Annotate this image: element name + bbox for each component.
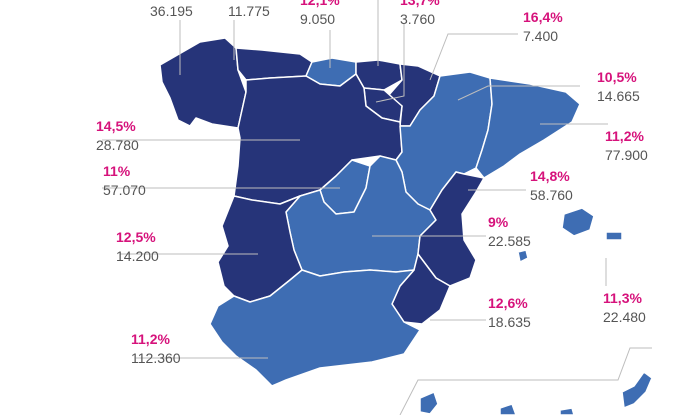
region-canarias-4 bbox=[621, 371, 653, 409]
label-asturias: 11.775 bbox=[228, 2, 270, 21]
canarias-frame bbox=[399, 347, 652, 415]
leader-pais-vasco-b bbox=[375, 24, 405, 103]
label-castilla-mancha-value: 22.585 bbox=[488, 233, 531, 249]
label-cantabria-value: 9.050 bbox=[300, 11, 336, 27]
label-aragon-value: 14.665 bbox=[597, 88, 640, 104]
label-baleares-pct: 11,3% bbox=[603, 290, 642, 306]
region-andalucia bbox=[209, 269, 421, 387]
label-navarra: 16,4% 7.400 bbox=[523, 8, 563, 46]
label-valencia-value: 58.760 bbox=[530, 187, 573, 203]
region-cataluna bbox=[475, 77, 581, 179]
label-castilla-leon-pct: 14,5% bbox=[96, 118, 136, 134]
region-canarias-1 bbox=[419, 391, 439, 415]
label-murcia: 12,6% 18.635 bbox=[488, 294, 531, 332]
label-extremadura: 12,5% 14.200 bbox=[116, 228, 159, 266]
region-canarias-3 bbox=[559, 407, 575, 415]
label-andalucia-pct: 11,2% bbox=[131, 331, 170, 347]
region-baleares-ibiza bbox=[517, 249, 529, 263]
region-baleares-menorca bbox=[605, 231, 623, 241]
label-cataluna-value: 77.900 bbox=[605, 147, 648, 163]
region-galicia bbox=[159, 37, 247, 129]
label-galicia: 36.195 bbox=[150, 2, 193, 21]
label-asturias-value: 11.775 bbox=[228, 3, 270, 19]
label-extremadura-value: 14.200 bbox=[116, 248, 159, 264]
label-pais-vasco: 13,7% 3.760 bbox=[400, 0, 440, 29]
label-pais-vasco-pct: 13,7% bbox=[400, 0, 440, 8]
label-baleares: 11,3% 22.480 bbox=[603, 289, 646, 327]
label-murcia-pct: 12,6% bbox=[488, 295, 528, 311]
label-cataluna: 11,2% 77.900 bbox=[605, 127, 648, 165]
region-baleares-mallorca bbox=[561, 207, 595, 237]
label-cantabria: 12,1% 9.050 bbox=[300, 0, 340, 29]
label-galicia-value: 36.195 bbox=[150, 3, 193, 19]
label-castilla-leon: 14,5% 28.780 bbox=[96, 117, 139, 155]
label-aragon: 10,5% 14.665 bbox=[597, 68, 640, 106]
label-andalucia: 11,2% 112.360 bbox=[131, 330, 181, 368]
label-andalucia-value: 112.360 bbox=[131, 350, 181, 366]
label-madrid-value: 57.070 bbox=[103, 182, 146, 198]
leader-aragon bbox=[457, 85, 580, 101]
label-castilla-mancha: 9% 22.585 bbox=[488, 213, 531, 251]
label-navarra-pct: 16,4% bbox=[523, 9, 563, 25]
label-valencia: 14,8% 58.760 bbox=[530, 167, 573, 205]
label-castilla-leon-value: 28.780 bbox=[96, 137, 139, 153]
label-cantabria-pct: 12,1% bbox=[300, 0, 340, 8]
region-asturias bbox=[235, 47, 313, 81]
label-murcia-value: 18.635 bbox=[488, 314, 531, 330]
region-canarias-2 bbox=[499, 403, 517, 415]
label-madrid-pct: 11% bbox=[103, 163, 131, 179]
label-madrid: 11% 57.070 bbox=[103, 162, 146, 200]
label-aragon-pct: 10,5% bbox=[597, 69, 637, 85]
label-navarra-value: 7.400 bbox=[523, 28, 559, 44]
leader-navarra bbox=[429, 33, 518, 81]
label-baleares-value: 22.480 bbox=[603, 309, 646, 325]
label-castilla-mancha-pct: 9% bbox=[488, 214, 509, 230]
label-valencia-pct: 14,8% bbox=[530, 168, 570, 184]
label-extremadura-pct: 12,5% bbox=[116, 229, 156, 245]
label-cataluna-pct: 11,2% bbox=[605, 128, 644, 144]
label-pais-vasco-value: 3.760 bbox=[400, 11, 436, 27]
